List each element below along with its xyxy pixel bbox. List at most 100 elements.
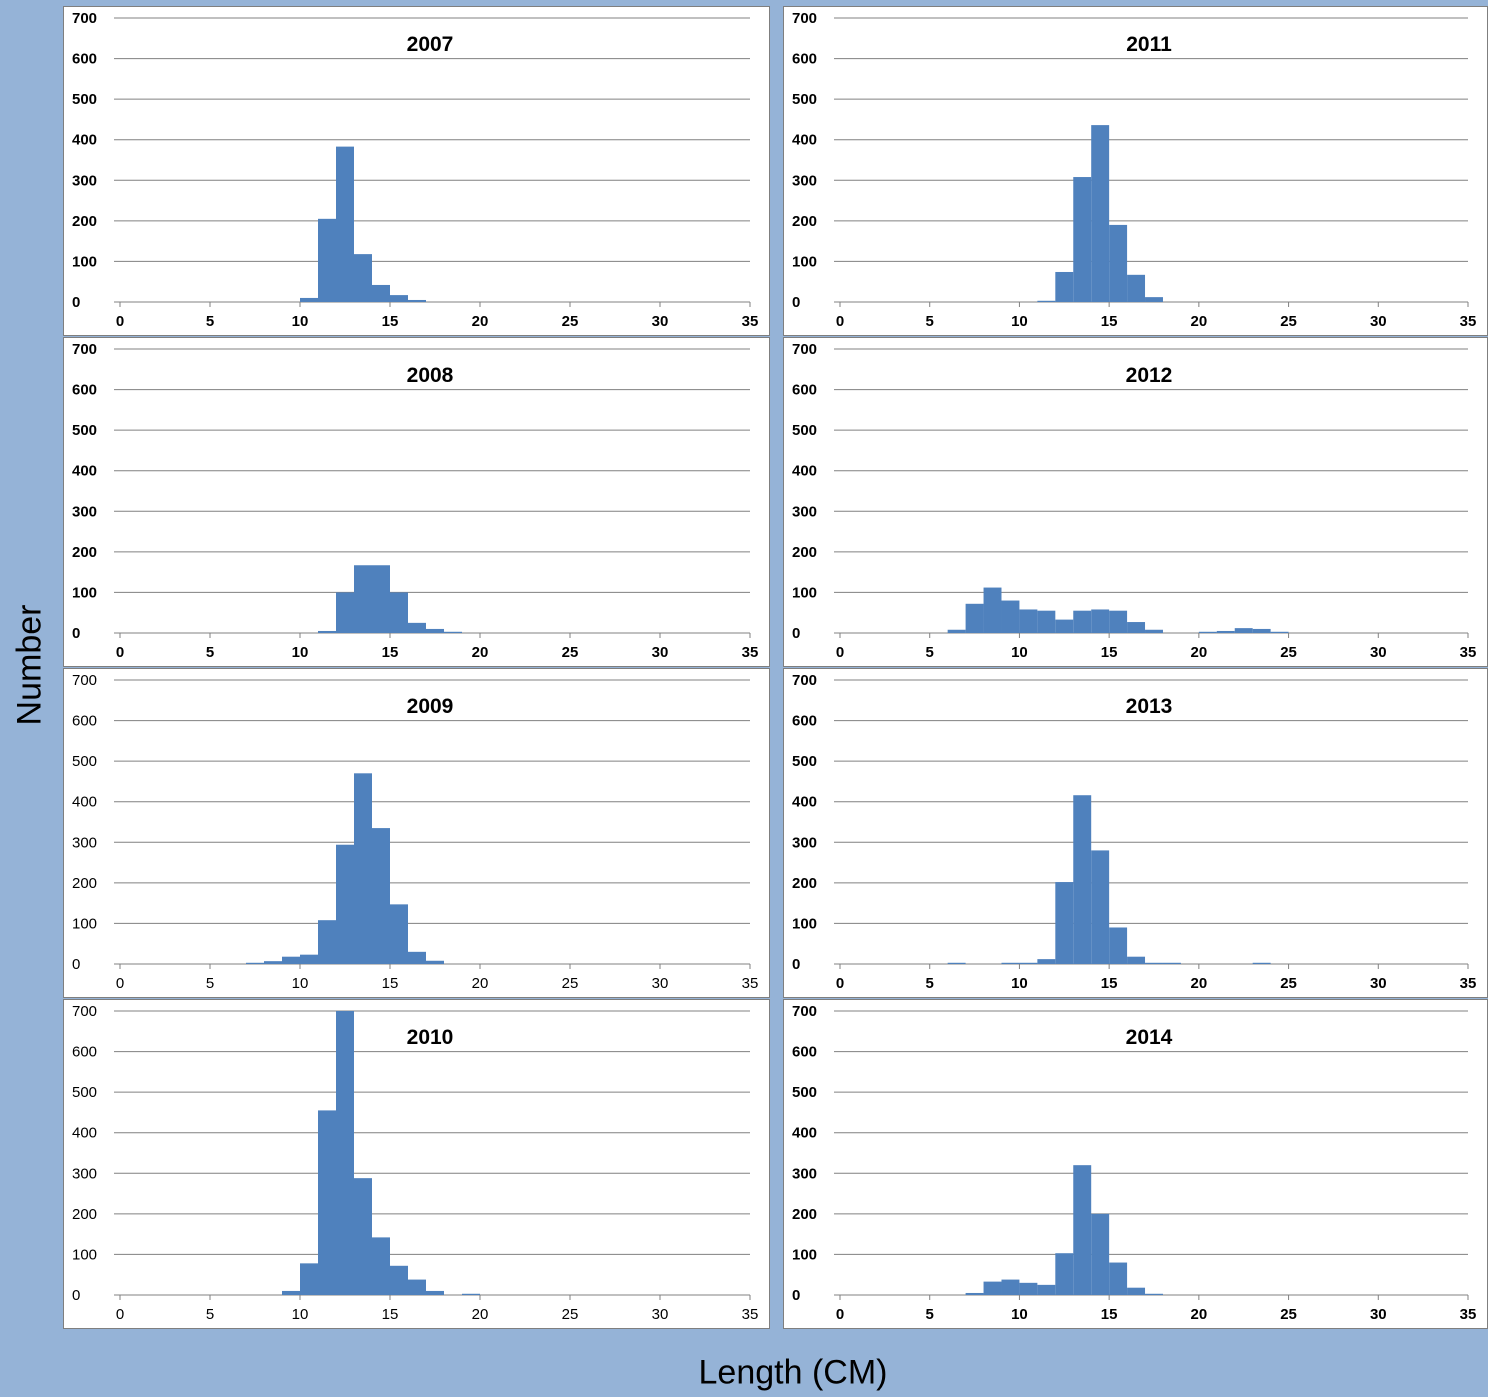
histogram-bar xyxy=(1073,795,1092,964)
histogram-bar xyxy=(354,1178,372,1295)
y-tick-label: 0 xyxy=(792,294,800,311)
x-tick-label: 25 xyxy=(562,313,579,330)
y-tick-label: 500 xyxy=(72,753,97,770)
histogram-bar xyxy=(1109,610,1128,633)
y-tick-label: 0 xyxy=(72,294,80,311)
histogram-panel-3: 0 100 200 300 400 500 600 700 0 5 10 15 20 25 30 35 2010 xyxy=(63,999,770,1329)
y-tick-label: 600 xyxy=(792,51,817,68)
x-tick-label: 30 xyxy=(652,313,669,330)
x-tick-label: 0 xyxy=(836,644,844,661)
x-tick-label: 30 xyxy=(1370,313,1387,330)
histogram-bar xyxy=(426,628,444,633)
histogram-bar xyxy=(1127,622,1146,633)
x-tick-label: 5 xyxy=(206,313,214,330)
y-tick-label: 700 xyxy=(792,672,817,689)
y-tick-label: 600 xyxy=(72,382,97,399)
histogram-svg-0: 0 100 200 300 400 500 600 700 0 5 10 15 20 25 30 35 2007 xyxy=(72,10,758,330)
histogram-svg-2: 0 100 200 300 400 500 600 700 0 5 10 15 20 25 30 35 2009 xyxy=(72,672,759,992)
x-tick-label: 5 xyxy=(206,975,214,992)
histogram-bar xyxy=(318,630,336,633)
y-tick-label: 700 xyxy=(72,1003,97,1020)
histogram-panel-4: 0 100 200 300 400 500 600 700 0 5 10 15 20 25 30 35 2011 xyxy=(783,6,1488,336)
histogram-bar xyxy=(444,631,462,633)
x-tick-label: 35 xyxy=(1460,1306,1477,1323)
x-tick-label: 15 xyxy=(1101,313,1118,330)
x-tick-label: 30 xyxy=(1370,644,1387,661)
histogram-bar xyxy=(1091,1213,1110,1295)
histogram-bar xyxy=(1252,628,1271,633)
histogram-bar xyxy=(1198,631,1217,633)
histogram-bar xyxy=(336,1011,354,1295)
y-tick-label: 100 xyxy=(72,1246,97,1263)
histogram-panel-2: 0 100 200 300 400 500 600 700 0 5 10 15 20 25 30 35 2009 xyxy=(63,668,770,998)
histogram-bar xyxy=(408,951,426,964)
x-tick-label: 0 xyxy=(116,313,124,330)
histogram-bar xyxy=(372,828,390,964)
y-tick-label: 200 xyxy=(792,875,817,892)
x-tick-label: 15 xyxy=(382,975,399,992)
histogram-bar xyxy=(1145,629,1163,633)
histogram-bar xyxy=(336,146,354,302)
x-tick-label: 25 xyxy=(562,975,579,992)
panel-title: 2012 xyxy=(1126,364,1173,387)
y-tick-label: 300 xyxy=(792,503,817,520)
histogram-bar xyxy=(300,297,318,302)
x-tick-label: 25 xyxy=(562,1306,579,1323)
y-tick-label: 200 xyxy=(792,1206,817,1223)
histogram-bar xyxy=(246,962,264,964)
y-tick-label: 600 xyxy=(792,1044,817,1061)
histogram-bar xyxy=(1109,1262,1128,1295)
histogram-bar xyxy=(983,587,1002,633)
y-tick-label: 300 xyxy=(72,1165,97,1182)
x-tick-label: 15 xyxy=(382,1306,399,1323)
y-tick-label: 600 xyxy=(792,382,817,399)
y-tick-label: 400 xyxy=(792,794,817,811)
x-tick-label: 5 xyxy=(926,313,934,330)
y-tick-label: 600 xyxy=(792,713,817,730)
x-tick-label: 10 xyxy=(1011,975,1028,992)
histogram-bar xyxy=(1055,1253,1074,1295)
histogram-bar xyxy=(1019,962,1038,964)
x-tick-label: 10 xyxy=(292,975,309,992)
histogram-bar xyxy=(1127,956,1146,964)
y-tick-label: 200 xyxy=(792,544,817,561)
x-tick-label: 35 xyxy=(742,1306,759,1323)
histogram-bar xyxy=(1073,1165,1092,1295)
x-tick-label: 25 xyxy=(562,644,579,661)
histogram-bar xyxy=(1091,125,1110,302)
histogram-bar xyxy=(965,1292,984,1295)
histogram-bar xyxy=(1145,297,1163,302)
histogram-bar xyxy=(1091,609,1110,633)
y-tick-label: 100 xyxy=(792,915,817,932)
y-tick-label: 0 xyxy=(792,956,800,973)
x-tick-label: 15 xyxy=(382,313,399,330)
y-tick-label: 700 xyxy=(792,341,817,358)
histogram-bar xyxy=(1001,962,1020,964)
histogram-bar xyxy=(390,1265,408,1295)
histogram-bar xyxy=(336,844,354,964)
y-tick-label: 100 xyxy=(72,915,97,932)
histogram-bar xyxy=(318,1110,336,1295)
y-tick-label: 200 xyxy=(72,213,97,230)
histogram-bar xyxy=(1055,271,1074,302)
histogram-bar xyxy=(354,773,372,964)
x-tick-label: 35 xyxy=(742,975,759,992)
y-tick-label: 200 xyxy=(72,544,97,561)
y-tick-label: 100 xyxy=(792,1246,817,1263)
histogram-bar xyxy=(372,1237,390,1295)
x-tick-label: 30 xyxy=(1370,975,1387,992)
histogram-bar xyxy=(947,962,966,964)
y-tick-label: 500 xyxy=(72,91,97,108)
x-tick-label: 20 xyxy=(472,975,489,992)
histogram-bar xyxy=(264,961,282,964)
y-tick-label: 200 xyxy=(72,1206,97,1223)
histogram-bar xyxy=(1073,610,1092,633)
x-tick-label: 0 xyxy=(836,313,844,330)
histogram-bar xyxy=(300,1263,318,1295)
y-tick-label: 100 xyxy=(792,584,817,601)
histogram-bar xyxy=(462,1293,480,1295)
histogram-panel-6: 0 100 200 300 400 500 600 700 0 5 10 15 20 25 30 35 2013 xyxy=(783,668,1488,998)
x-tick-label: 10 xyxy=(1011,644,1028,661)
histogram-bar xyxy=(372,565,390,633)
